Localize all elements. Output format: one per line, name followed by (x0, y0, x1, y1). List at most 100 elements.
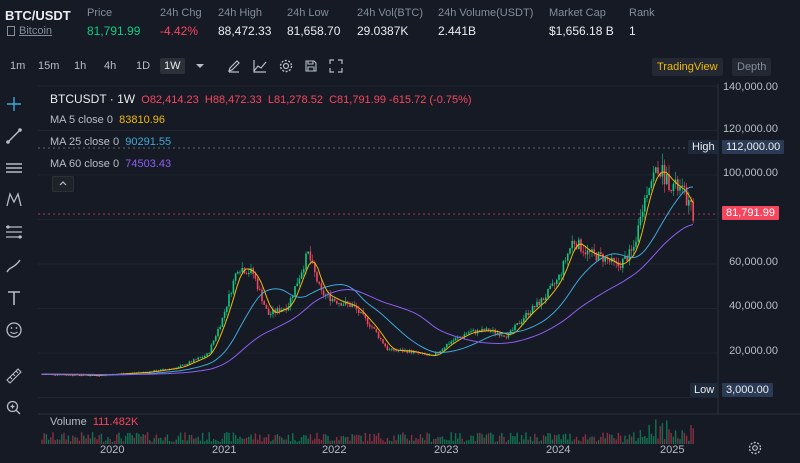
pair-title[interactable]: BTC/USDT (5, 8, 71, 23)
ohlc-low-value: 81,278.52 (274, 94, 323, 106)
brush-icon[interactable] (4, 256, 24, 276)
timeframe-1w[interactable]: 1W (160, 58, 185, 74)
tradingview-tab[interactable]: TradingView (652, 58, 723, 76)
pattern-tool-icon[interactable] (4, 190, 24, 210)
volume-bar (503, 436, 505, 444)
volume-bar (663, 439, 666, 444)
timeframe-4h[interactable]: 4h (104, 60, 117, 72)
volume-bar (162, 440, 164, 444)
volume-bar (347, 436, 349, 444)
candle-body (190, 361, 193, 363)
volume-label: Volume (50, 416, 87, 428)
candle-body (465, 333, 468, 335)
ohlc-high-value: 88,472.33 (212, 94, 262, 106)
coin-info-link[interactable]: Bitcoin (19, 25, 53, 37)
volume-bar (483, 437, 485, 444)
candlestick-chart-canvas[interactable] (38, 84, 800, 463)
volume-bar (292, 433, 294, 444)
candle-body (597, 252, 600, 261)
candle-body (595, 252, 598, 261)
candle-body (384, 343, 386, 347)
emoji-icon[interactable] (4, 320, 24, 340)
candle-body (452, 340, 455, 342)
timeframe-1m[interactable]: 1m (10, 60, 26, 72)
candle-body (545, 297, 547, 301)
depth-tab[interactable]: Depth (732, 58, 772, 76)
volume-bar (681, 430, 683, 444)
volume-bar (439, 437, 441, 444)
volume-bar (228, 432, 230, 444)
volume-bar (529, 436, 532, 444)
volume-bar (512, 436, 514, 444)
candle-body (661, 164, 664, 177)
candle-body (316, 272, 318, 282)
timeframe-1h[interactable]: 1h (74, 60, 87, 72)
candle-body (294, 286, 296, 297)
candle-body (358, 309, 360, 314)
volume-bar (516, 432, 518, 444)
candle-body (206, 353, 208, 356)
volume-bar (578, 440, 580, 444)
volume-bar (265, 437, 268, 444)
volume-bar (628, 434, 631, 444)
ruler-icon[interactable] (4, 366, 24, 386)
settings-gear-icon[interactable] (278, 58, 294, 74)
volume-bar (580, 441, 582, 444)
ohlc-close-label: C (329, 94, 338, 106)
candle-body (657, 167, 659, 174)
stat-label: 24h Low (287, 7, 329, 19)
volume-bar (639, 430, 642, 444)
crosshair-icon[interactable] (4, 94, 24, 114)
zoom-in-icon[interactable] (4, 398, 24, 418)
candle-body (201, 357, 204, 358)
fullscreen-icon[interactable] (328, 58, 344, 74)
stat-value: 29.0387K (357, 24, 409, 38)
fibonacci-icon[interactable] (4, 222, 24, 242)
trend-line-icon[interactable] (4, 126, 24, 146)
volume-bar (560, 439, 562, 444)
pair-subtitle[interactable]: Bitcoin (7, 25, 52, 37)
candle-body (540, 298, 543, 306)
volume-bar (520, 435, 523, 444)
volume-bar (615, 439, 617, 444)
candle-body (481, 328, 483, 332)
volume-bar (534, 433, 536, 444)
volume-bar (441, 436, 444, 444)
draw-pen-icon[interactable] (226, 58, 242, 74)
volume-bar (549, 433, 551, 444)
candle-body (223, 312, 226, 318)
timeframe-15m[interactable]: 15m (38, 60, 60, 72)
y-tick: 20,000.00 (729, 345, 778, 357)
stat-value: 2.441B (438, 24, 477, 38)
dropdown-arrow-icon[interactable] (192, 58, 208, 74)
volume-bar (188, 434, 191, 444)
volume-bar (331, 440, 334, 444)
indicators-icon[interactable] (252, 58, 268, 74)
volume-bar (406, 438, 408, 444)
timeframe-1d[interactable]: 1D (136, 60, 151, 72)
candle-body (371, 326, 373, 328)
horizontal-lines-icon[interactable] (4, 158, 24, 178)
ohlc-high: H88,472.33 (202, 94, 262, 106)
volume-bar (617, 432, 620, 444)
volume-bar (611, 434, 613, 444)
collapse-legend-button[interactable] (52, 176, 74, 192)
text-tool-icon[interactable] (4, 288, 24, 308)
candle-body (393, 348, 395, 351)
chart-settings-icon[interactable] (747, 440, 763, 456)
stat-24h-high: 24h High 88,472.33 (218, 7, 271, 38)
candle-body (512, 329, 514, 331)
ohlc-low-label: L (267, 94, 275, 106)
volume-bar (584, 434, 587, 444)
volume-bar (540, 440, 543, 444)
volume-bar (336, 437, 338, 444)
volume-bar (177, 435, 180, 444)
candle-body (628, 249, 631, 262)
stat-label: 24h High (218, 7, 263, 19)
volume-bar (474, 440, 477, 444)
price-chart[interactable]: BTCUSDT · 1W O82,414.23 H88,472.33 L81,2… (38, 81, 800, 463)
save-icon[interactable] (303, 58, 319, 74)
x-tick: 2023 (434, 444, 459, 456)
volume-bar (364, 432, 367, 444)
volume-bar (300, 437, 303, 444)
